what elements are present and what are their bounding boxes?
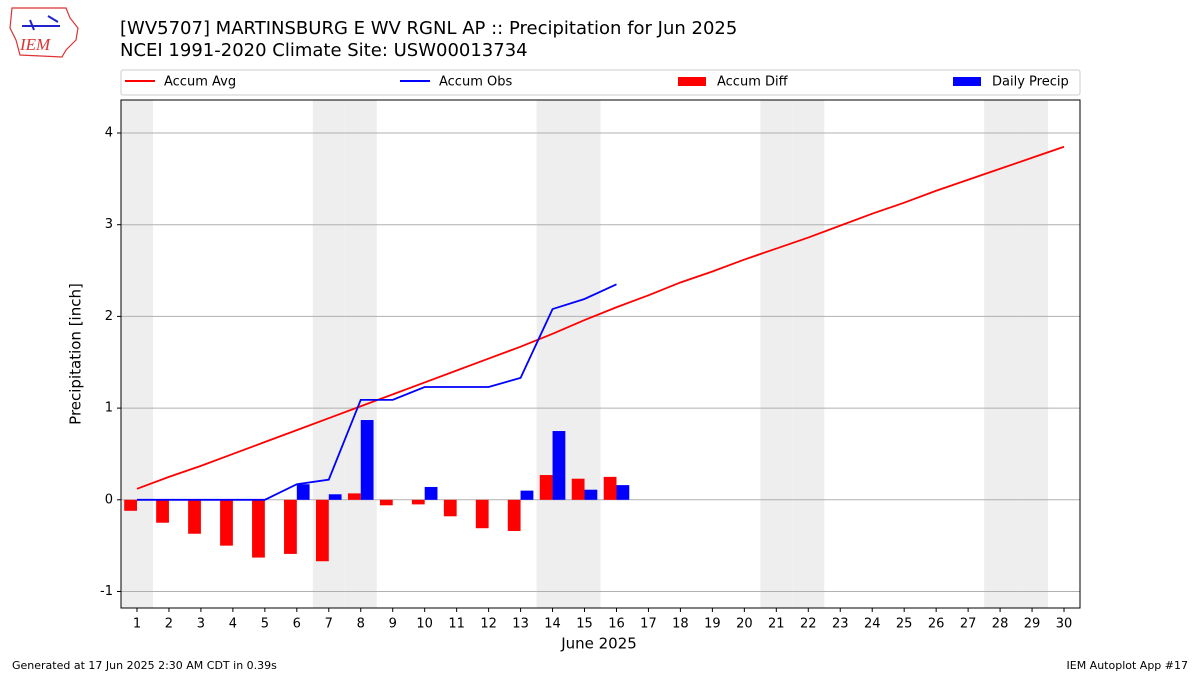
y-tick-label: 1 (105, 401, 113, 416)
x-tick-label: 21 (768, 617, 785, 632)
legend-label: Accum Diff (717, 75, 789, 90)
bar (188, 499, 201, 534)
logo-text: IEM (19, 35, 51, 54)
x-tick-label: 12 (480, 617, 497, 632)
x-tick-label: 2 (165, 617, 173, 632)
x-tick-label: 4 (229, 617, 237, 632)
y-tick-label: -1 (100, 584, 113, 599)
x-tick-label: 16 (608, 617, 625, 632)
x-tick-label: 17 (640, 617, 657, 632)
bar (328, 494, 342, 500)
y-tick-label: 4 (105, 126, 113, 141)
bar (520, 490, 534, 500)
x-tick-label: 5 (261, 617, 269, 632)
x-tick-label: 6 (293, 617, 301, 632)
y-tick-label: 0 (105, 492, 113, 507)
bar (296, 484, 310, 500)
weekend-band (760, 100, 793, 608)
bar (424, 486, 438, 500)
bar (539, 475, 553, 500)
bar (616, 485, 630, 500)
x-axis-label: June 2025 (560, 635, 637, 653)
y-tick-label: 2 (105, 309, 113, 324)
x-tick-label: 18 (672, 617, 689, 632)
plot-frame (120, 99, 1081, 609)
bar (507, 499, 521, 531)
bar (156, 499, 169, 523)
y-tick-label: 3 (105, 217, 113, 232)
bar (584, 489, 598, 500)
bar (552, 431, 566, 500)
footer-right: IEM Autoplot App #17 (1067, 659, 1189, 672)
y-axis-label: Precipitation [inch] (67, 283, 85, 425)
line (136, 145, 1065, 490)
x-tick-label: 1 (133, 617, 141, 632)
bar (571, 478, 585, 500)
legend-swatch (953, 77, 981, 86)
bar (252, 499, 265, 558)
x-tick-label: 8 (357, 617, 365, 632)
x-tick-label: 9 (389, 617, 397, 632)
weekend-band (344, 100, 377, 608)
bar (347, 493, 361, 500)
logo-outline (9, 7, 79, 58)
x-tick-label: 20 (736, 617, 753, 632)
chart-subtitle: NCEI 1991-2020 Climate Site: USW00013734 (120, 40, 528, 61)
weekend-band (1016, 100, 1049, 608)
x-tick-label: 28 (992, 617, 1009, 632)
bar (284, 499, 297, 554)
x-tick-label: 13 (512, 617, 529, 632)
x-tick-label: 22 (800, 617, 817, 632)
bar (220, 499, 233, 546)
x-tick-label: 7 (325, 617, 333, 632)
bar (411, 499, 425, 505)
logo-symbols (22, 15, 60, 31)
x-tick-label: 24 (864, 617, 881, 632)
bar (124, 499, 137, 511)
x-tick-label: 30 (1056, 617, 1073, 632)
weekend-band (568, 100, 601, 608)
weekend-band (792, 100, 825, 608)
weekend-band (536, 100, 569, 608)
weekend-band (121, 100, 153, 608)
x-tick-label: 14 (544, 617, 561, 632)
bar (360, 420, 374, 500)
bar (475, 499, 489, 529)
x-tick-label: 3 (197, 617, 205, 632)
legend-label: Accum Avg (164, 75, 236, 90)
x-tick-label: 26 (928, 617, 945, 632)
logo: IEM (9, 7, 79, 58)
bar (443, 499, 457, 517)
x-tick-label: 10 (416, 617, 433, 632)
legend-label: Daily Precip (992, 75, 1069, 90)
x-tick-label: 11 (448, 617, 465, 632)
x-tick-label: 19 (704, 617, 721, 632)
legend-label: Accum Obs (439, 75, 512, 90)
bar (603, 476, 617, 500)
x-tick-label: 23 (832, 617, 849, 632)
x-tick-label: 29 (1024, 617, 1041, 632)
x-tick-label: 25 (896, 617, 913, 632)
bar (315, 499, 329, 562)
footer-left: Generated at 17 Jun 2025 2:30 AM CDT in … (12, 659, 277, 672)
chart-title: [WV5707] MARTINSBURG E WV RGNL AP :: Pre… (120, 18, 737, 39)
line (136, 283, 617, 501)
x-tick-label: 27 (960, 617, 977, 632)
weekend-band (984, 100, 1017, 608)
legend (120, 69, 1081, 96)
legend-swatch (678, 77, 706, 86)
x-tick-label: 15 (576, 617, 593, 632)
bar (379, 499, 393, 506)
